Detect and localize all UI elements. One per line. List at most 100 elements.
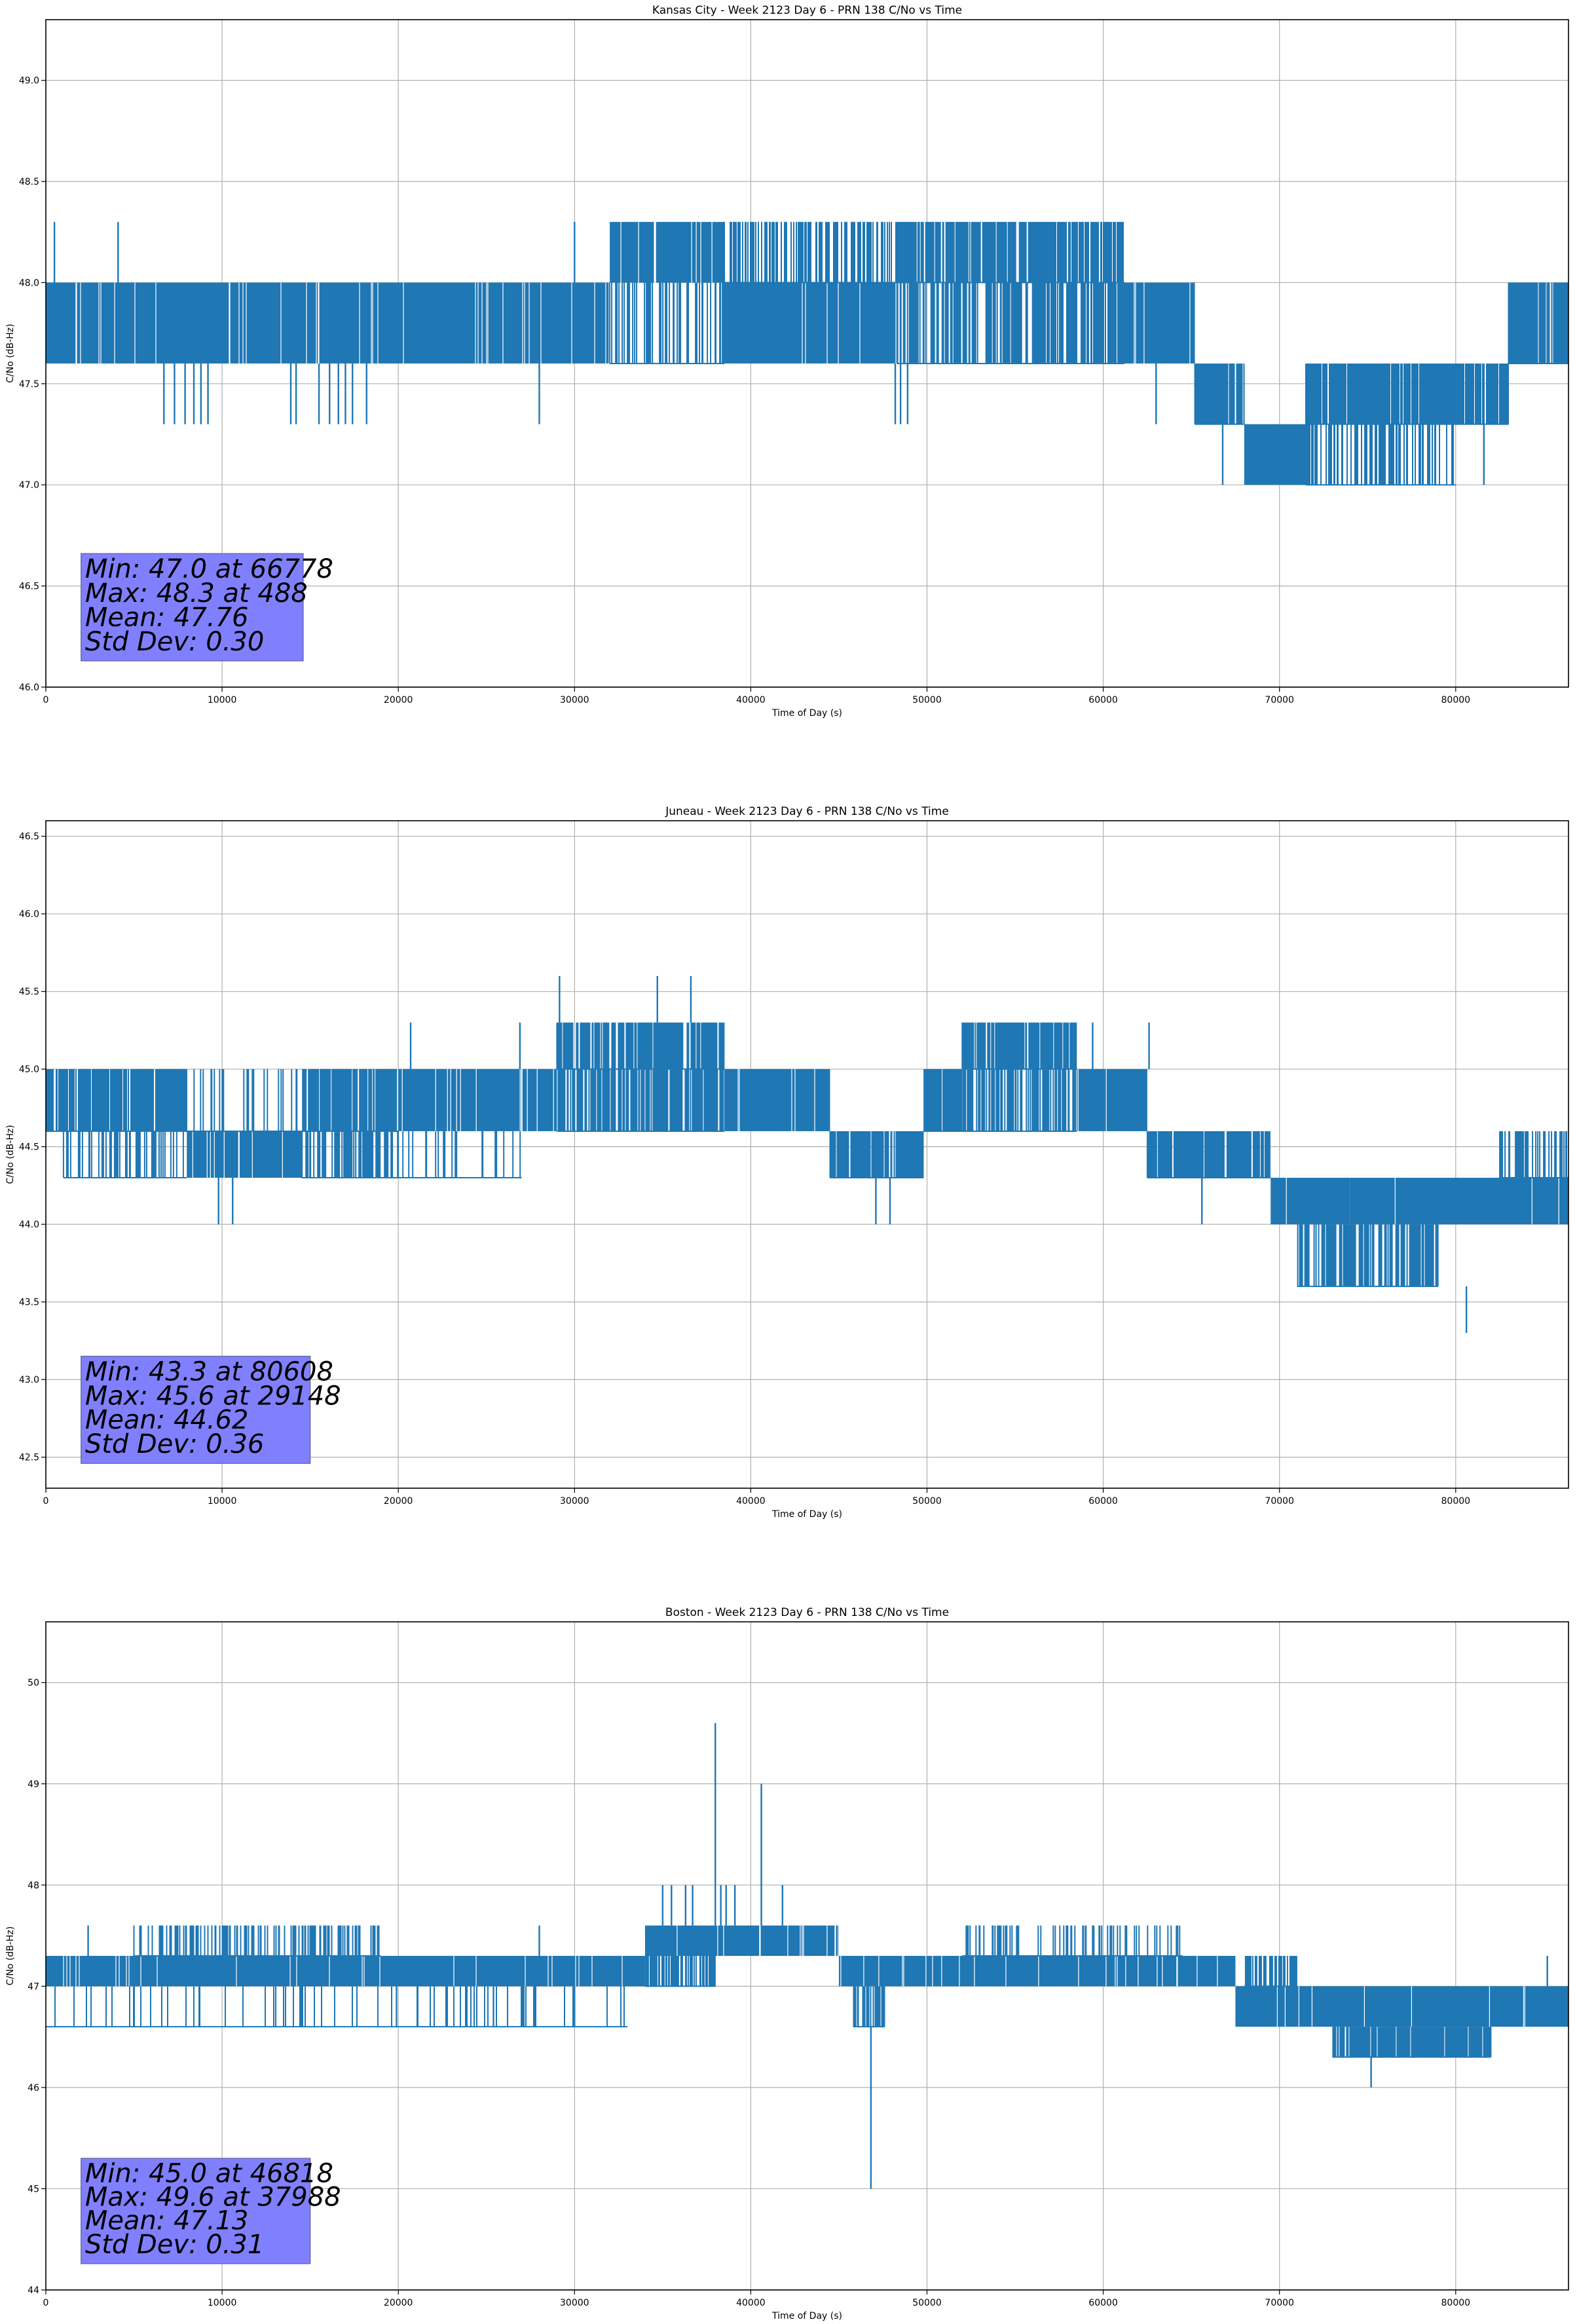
band-lines [829, 1131, 924, 1178]
band-lines [1508, 282, 1568, 364]
chart-title: Juneau - Week 2123 Day 6 - PRN 138 C/No … [665, 805, 949, 818]
stats-line: Min: 43.3 at 80608 [85, 1357, 333, 1387]
series-band [46, 1986, 628, 2028]
series-band [1077, 1069, 1147, 1131]
series-band [838, 1956, 1236, 1987]
series-band [1305, 363, 1509, 425]
band-gaps [1394, 1178, 1559, 1225]
stats-line: Max: 49.6 at 37988 [85, 2182, 341, 2212]
band-lines [609, 282, 725, 364]
y-tick-label: 46.0 [19, 909, 39, 920]
band-fill [644, 1925, 839, 1956]
y-tick-label: 48 [28, 1881, 39, 1891]
band-lines [1244, 1956, 1297, 1987]
band-lines [193, 1069, 298, 1131]
axes-frame [45, 820, 1569, 1489]
series-cno [46, 1723, 1568, 2189]
axes-frame [45, 1621, 1569, 2291]
y-tick-label: 47 [28, 1981, 39, 1992]
y-tick-label: 47.0 [19, 480, 39, 491]
x-tick-label: 80000 [1441, 2298, 1471, 2308]
series-band [301, 1069, 399, 1132]
band-fill [398, 1069, 557, 1131]
x-tick-label: 40000 [736, 1496, 766, 1507]
band-fill [187, 1131, 302, 1178]
band-lines [54, 1986, 625, 2027]
chart-title: Kansas City - Week 2123 Day 6 - PRN 138 … [652, 4, 962, 17]
x-tick-label: 30000 [560, 695, 589, 705]
y-tick-label: 44.5 [19, 1142, 39, 1153]
series-band [1244, 424, 1307, 485]
band-gaps [737, 1069, 815, 1131]
y-tick-label: 45.5 [19, 987, 39, 998]
series-band [1350, 1178, 1568, 1225]
band-lines [1146, 1131, 1271, 1178]
y-tick-label: 48.5 [19, 177, 39, 187]
band-gaps [75, 282, 610, 364]
band-lines [556, 1022, 725, 1070]
stats-line: Std Dev: 0.36 [85, 1429, 265, 1459]
band-fill [1244, 424, 1307, 485]
stats-line: Max: 45.6 at 29148 [85, 1381, 341, 1411]
y-axis-label: C/No (dB-Hz) [5, 1125, 16, 1184]
y-tick-label: 46.5 [19, 832, 39, 842]
y-tick-label: 45.0 [19, 1064, 39, 1075]
band-gaps [677, 1925, 839, 1956]
x-tick-label: 30000 [560, 1496, 589, 1507]
band-fill [838, 1956, 1236, 1987]
x-tick-label: 70000 [1265, 1496, 1294, 1507]
band-lines [965, 1925, 1181, 1956]
band-lines [1499, 1131, 1568, 1178]
y-tick-label: 45 [28, 2184, 39, 2194]
series-band [1332, 2027, 1492, 2058]
x-tick-label: 10000 [208, 1496, 237, 1507]
x-tick-label: 70000 [1265, 2298, 1294, 2308]
series-band [1305, 424, 1456, 486]
y-tick-label: 47.5 [19, 379, 39, 390]
band-lines [961, 1022, 1077, 1070]
band-fill [724, 1069, 830, 1131]
band-gaps [192, 1131, 283, 1178]
stats-line: Mean: 44.62 [85, 1405, 249, 1435]
series-band [62, 1131, 187, 1179]
y-axis-label: C/No (dB-Hz) [5, 324, 16, 383]
y-tick-label: 49 [28, 1779, 39, 1790]
band-lines [302, 1069, 398, 1131]
series-band [644, 1925, 839, 1956]
y-tick-label: 46.0 [19, 683, 39, 693]
band-gaps [802, 282, 897, 364]
series-band [1194, 363, 1245, 425]
series-band [187, 1069, 302, 1132]
y-tick-label: 50 [28, 1678, 39, 1689]
x-tick-label: 30000 [560, 2298, 589, 2308]
band-lines [46, 1069, 187, 1131]
x-tick-label: 0 [43, 695, 49, 705]
band-fill [610, 221, 725, 283]
series-cno [46, 221, 1568, 486]
band-lines [1305, 363, 1509, 424]
y-tick-label: 44.0 [19, 1220, 39, 1230]
x-tick-label: 0 [43, 2298, 49, 2308]
stats-line: Std Dev: 0.30 [85, 627, 265, 657]
stats-line: Std Dev: 0.31 [85, 2230, 265, 2260]
band-fill [46, 1956, 645, 1987]
band-lines [301, 1131, 399, 1178]
series-band [923, 1069, 963, 1132]
band-gaps [840, 1956, 1218, 1987]
chart-2: 0 10000 20000 30000 40000 50000 60000 70000 8000… [5, 1606, 1569, 2321]
series-band [557, 1069, 725, 1132]
series-band [1124, 282, 1195, 364]
band-gaps [401, 1069, 554, 1131]
band-lines [923, 1069, 963, 1131]
band-fill [1124, 282, 1195, 364]
series-band [853, 1986, 885, 2028]
y-tick-label: 43.0 [19, 1375, 39, 1385]
x-tick-label: 60000 [1088, 1496, 1118, 1507]
band-lines [1194, 363, 1245, 424]
band-fill [1077, 1069, 1147, 1131]
band-lines [1332, 2027, 1492, 2057]
x-tick-label: 20000 [384, 2298, 413, 2308]
band-lines [853, 1986, 885, 2027]
series-cno [46, 975, 1568, 1334]
x-tick-label: 80000 [1441, 695, 1471, 705]
